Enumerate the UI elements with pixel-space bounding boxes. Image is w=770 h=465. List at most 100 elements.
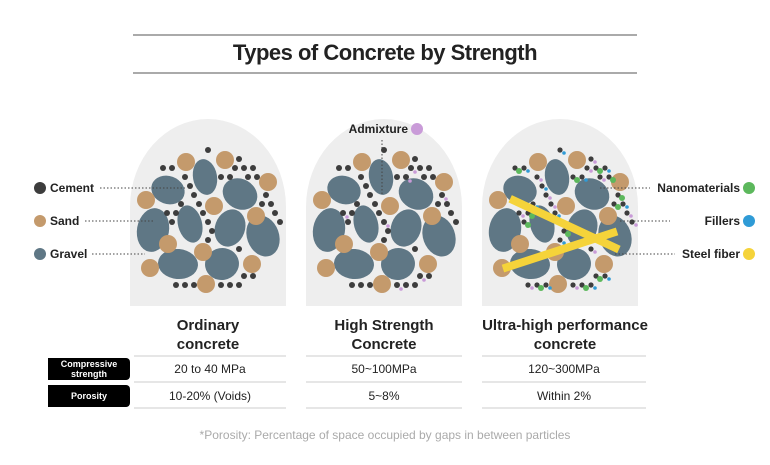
cement bbox=[412, 156, 418, 162]
filler bbox=[610, 177, 616, 183]
cement bbox=[245, 174, 251, 180]
gravel-icon bbox=[34, 248, 46, 260]
cell: 50~100MPa bbox=[351, 362, 417, 376]
sand bbox=[511, 235, 529, 253]
filler bbox=[548, 286, 552, 290]
cement bbox=[385, 228, 391, 234]
cement bbox=[408, 165, 414, 171]
sand bbox=[381, 197, 399, 215]
sand bbox=[259, 173, 277, 191]
filler bbox=[548, 196, 552, 200]
cement bbox=[615, 192, 621, 198]
filler-icon bbox=[743, 215, 755, 227]
cement bbox=[439, 192, 445, 198]
cement bbox=[597, 174, 603, 180]
cement bbox=[272, 210, 278, 216]
sand bbox=[549, 275, 567, 293]
filler bbox=[525, 222, 531, 228]
cement bbox=[236, 156, 242, 162]
sand bbox=[529, 153, 547, 171]
gravel bbox=[422, 215, 456, 257]
filler bbox=[593, 286, 597, 290]
sand bbox=[159, 235, 177, 253]
sand bbox=[392, 151, 410, 169]
sand bbox=[205, 197, 223, 215]
cement bbox=[254, 174, 260, 180]
cement bbox=[417, 273, 423, 279]
leader-lines bbox=[85, 140, 675, 255]
cement bbox=[236, 246, 242, 252]
sand bbox=[137, 191, 155, 209]
cement bbox=[606, 174, 612, 180]
cement bbox=[268, 201, 274, 207]
cement bbox=[263, 192, 269, 198]
sand bbox=[317, 259, 335, 277]
sand bbox=[194, 243, 212, 261]
sand bbox=[243, 255, 261, 273]
fiber-icon bbox=[743, 248, 755, 260]
filler bbox=[544, 187, 548, 191]
cement bbox=[534, 282, 540, 288]
cement bbox=[191, 282, 197, 288]
cement bbox=[209, 228, 215, 234]
filler bbox=[565, 231, 571, 237]
cement bbox=[394, 174, 400, 180]
column-header: High Strength Concrete bbox=[334, 317, 434, 353]
cell: 120~300MPa bbox=[528, 362, 600, 376]
cement bbox=[448, 210, 454, 216]
sand-icon bbox=[34, 215, 46, 227]
concrete-illustration bbox=[482, 119, 638, 306]
column-header: Ordinary concrete bbox=[176, 317, 240, 353]
cement bbox=[412, 246, 418, 252]
sand bbox=[353, 153, 371, 171]
cement bbox=[430, 174, 436, 180]
filler bbox=[575, 286, 579, 290]
cement bbox=[588, 156, 594, 162]
gravel bbox=[151, 175, 185, 205]
cell: 10-20% (Voids) bbox=[168, 389, 252, 403]
cement bbox=[259, 201, 265, 207]
cement bbox=[218, 174, 224, 180]
cement bbox=[534, 174, 540, 180]
gravel bbox=[158, 248, 198, 280]
cement bbox=[417, 165, 423, 171]
cement bbox=[336, 165, 342, 171]
nano-icon bbox=[743, 182, 755, 194]
cement bbox=[444, 201, 450, 207]
cement bbox=[579, 282, 585, 288]
cement bbox=[557, 237, 563, 243]
cement bbox=[521, 219, 527, 225]
gravel bbox=[381, 247, 415, 281]
cement bbox=[367, 282, 373, 288]
sand bbox=[370, 243, 388, 261]
gravel bbox=[353, 205, 379, 243]
gravel bbox=[192, 159, 218, 195]
table-lines bbox=[134, 355, 646, 409]
legend-label: Nanomaterials bbox=[657, 181, 740, 195]
cement bbox=[421, 174, 427, 180]
cement bbox=[236, 282, 242, 288]
sand bbox=[335, 235, 353, 253]
cement bbox=[173, 210, 179, 216]
cement bbox=[182, 282, 188, 288]
cement bbox=[173, 282, 179, 288]
cement bbox=[227, 174, 233, 180]
filler bbox=[607, 169, 611, 173]
filler bbox=[607, 277, 611, 281]
cell: 5~8% bbox=[368, 389, 400, 403]
cement bbox=[277, 219, 283, 225]
sand bbox=[419, 255, 437, 273]
admixture bbox=[444, 197, 448, 201]
cement bbox=[403, 174, 409, 180]
filler bbox=[562, 241, 566, 245]
gravel bbox=[334, 248, 374, 280]
cement bbox=[191, 192, 197, 198]
gravel bbox=[390, 209, 422, 247]
sand bbox=[141, 259, 159, 277]
filler bbox=[625, 205, 629, 209]
cement bbox=[345, 219, 351, 225]
cement bbox=[376, 210, 382, 216]
cement bbox=[363, 183, 369, 189]
sand bbox=[611, 173, 629, 191]
sand bbox=[247, 207, 265, 225]
